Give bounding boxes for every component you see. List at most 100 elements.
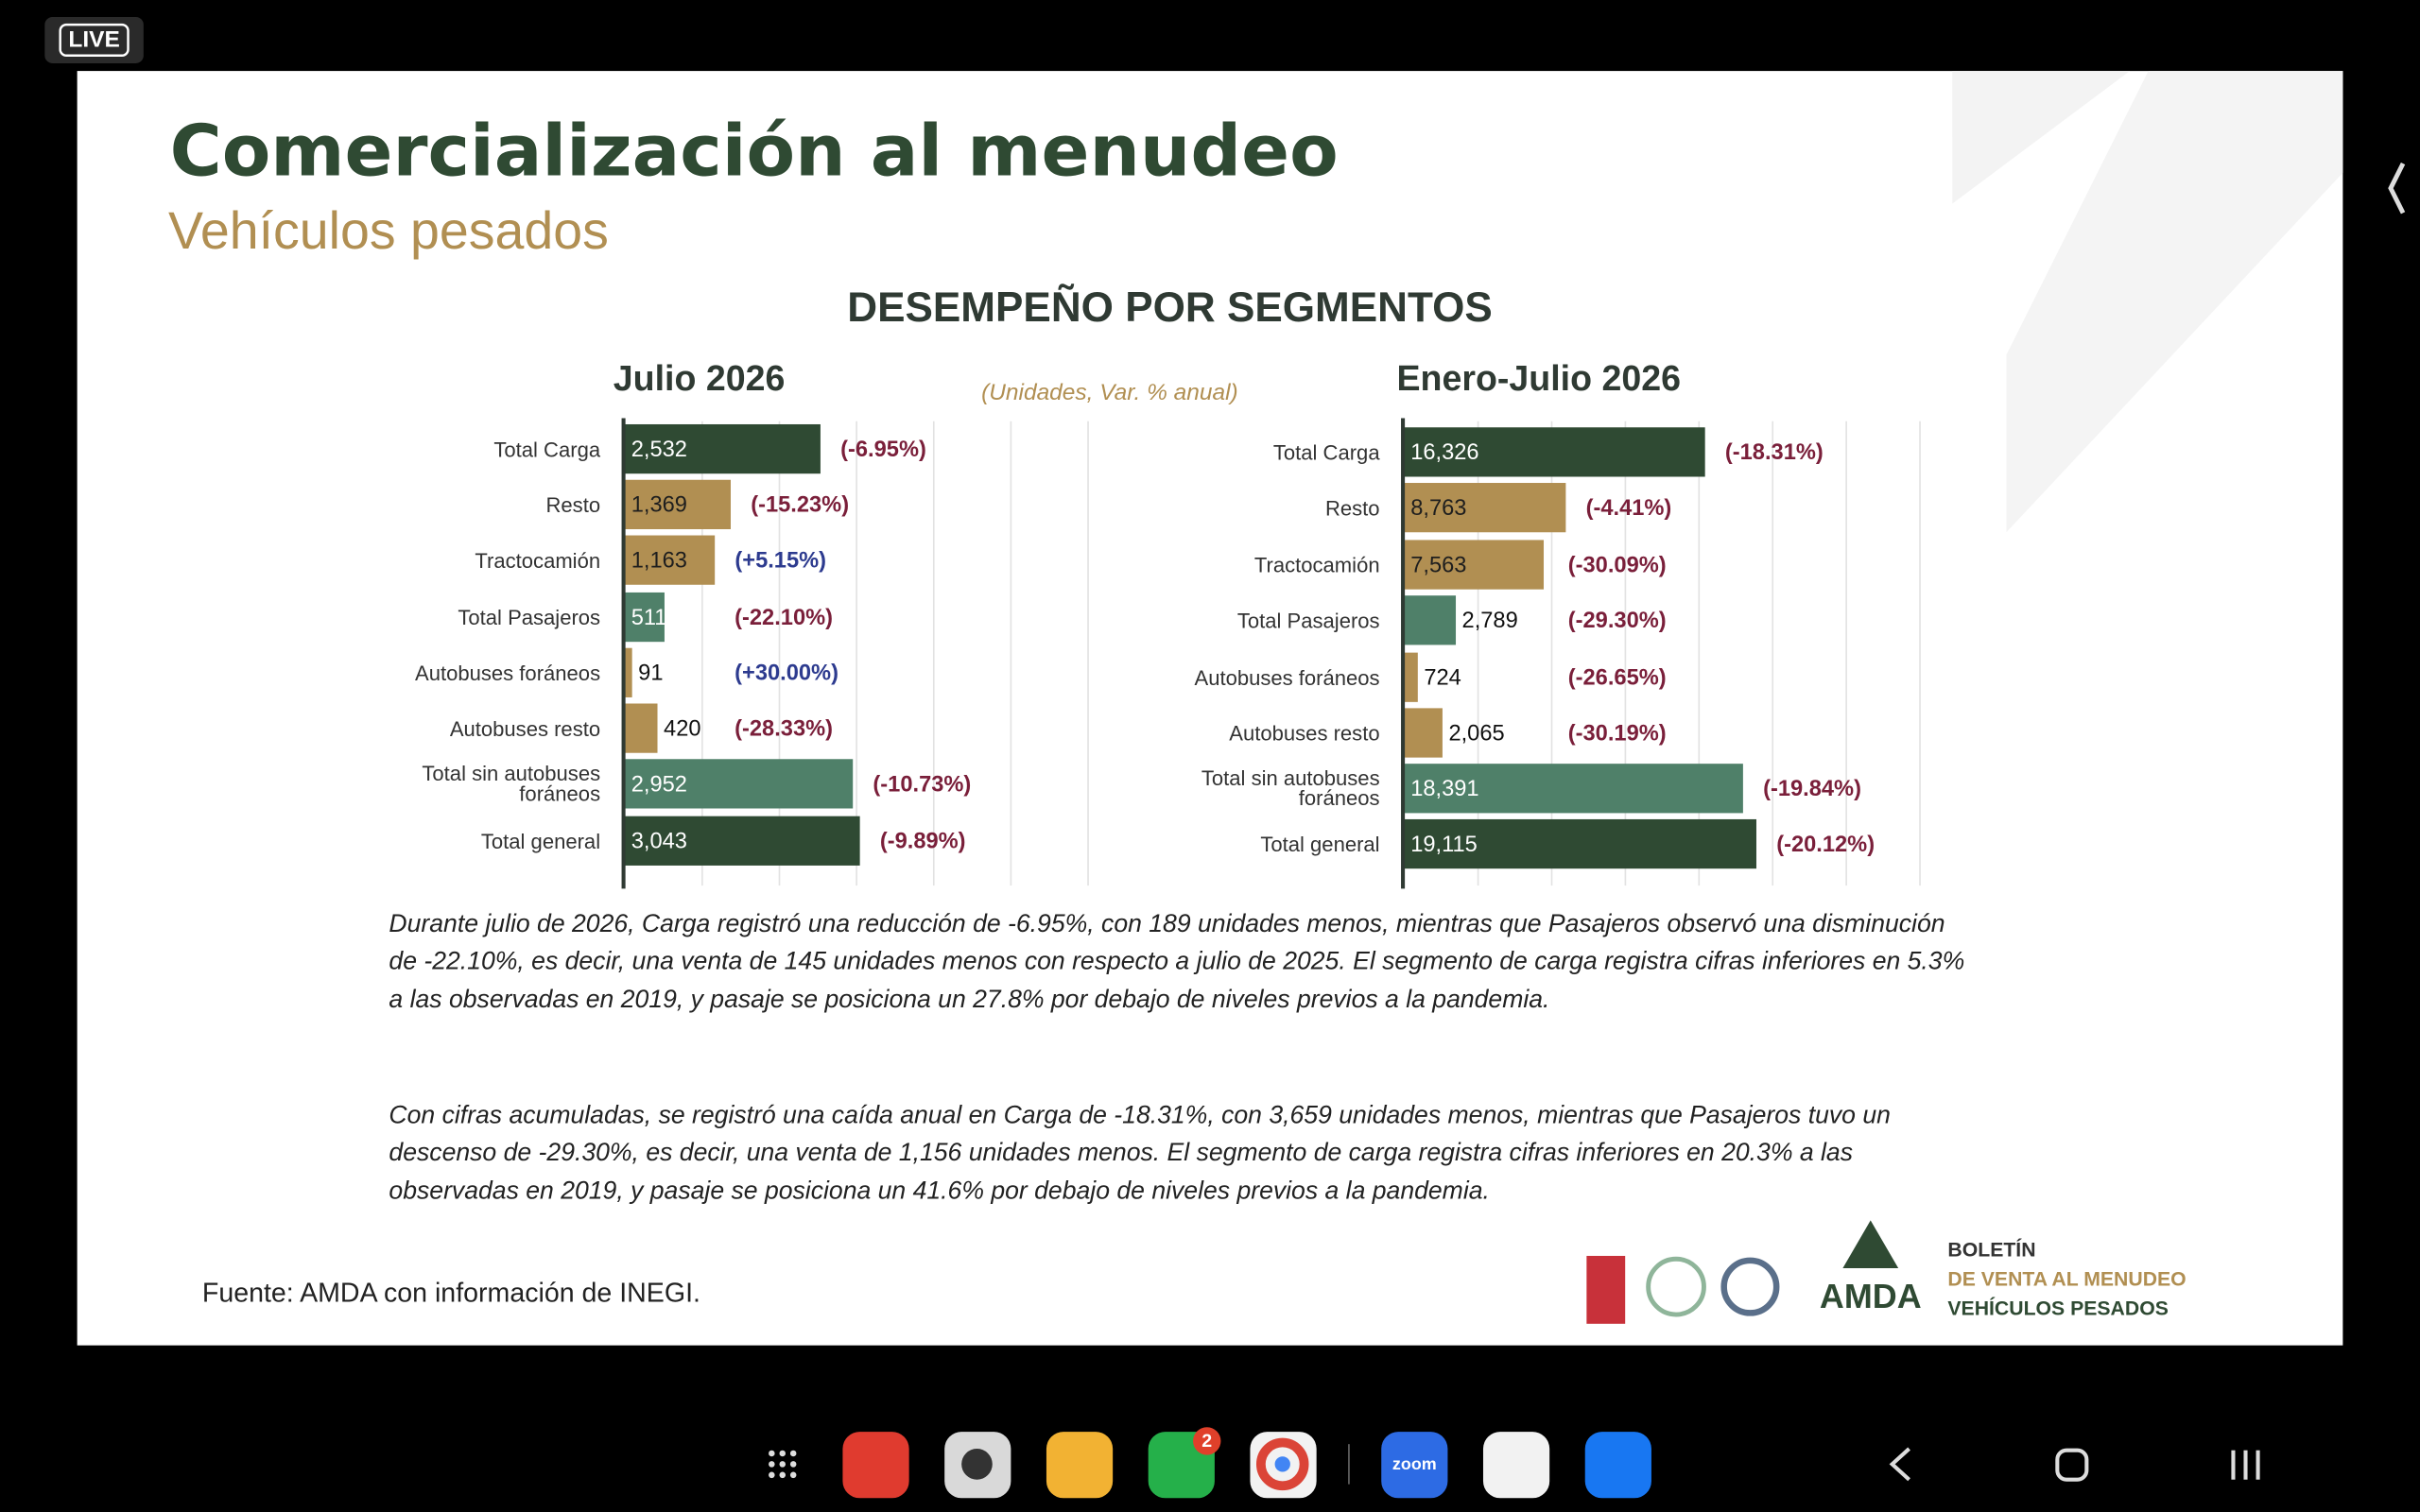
app-icon[interactable] [1381,1432,1448,1499]
category-label: Total Carga [493,437,601,461]
bar [625,703,658,753]
bar [1404,540,1545,590]
notification-count: 2 [1201,1431,1212,1452]
app-icon[interactable] [1584,1432,1651,1499]
category-label: Resto [1324,495,1380,520]
apps-grid[interactable] [769,1450,797,1479]
category-label-box: Total general [1260,832,1380,856]
bar [625,647,632,697]
category-label-box: Resto [546,494,601,515]
category-label-box: Resto [1324,495,1380,520]
bar [625,759,854,809]
decor [2006,71,2343,533]
paragraph-box: Con cifras acumuladas, se registró una c… [389,1101,1891,1205]
value-label: 8,763 [1410,496,1466,521]
change-label: (-15.23%) [751,493,849,518]
chrome-center [1274,1456,1290,1472]
category-label: Total general [1260,832,1380,856]
value-label: 1,369 [631,493,687,518]
nav-recents[interactable] [2231,1450,2260,1480]
value-label: 1,163 [631,549,687,574]
bar [1404,483,1566,533]
category-label-box: Total Carga [493,437,601,461]
section-title: DESEMPEÑO POR SEGMENTOS [847,284,1493,331]
value-label: 724 [1424,666,1461,691]
change-label: (+5.15%) [735,549,826,574]
change-label: (-9.89%) [880,830,966,854]
category-label: Total general [480,829,601,853]
certification-logo [1646,1256,1706,1317]
category-label-box: Total Pasajeros [1237,610,1380,630]
category-label: Total Carga [1272,440,1380,464]
bar [625,479,731,529]
category-label-box: Tractocamión [475,550,600,571]
bar [1404,427,1705,477]
bulletin-line: VEHÍCULOS PESADOS [1947,1297,2168,1320]
nav-back[interactable] [1889,1447,1910,1482]
bar [1404,652,1418,702]
chrome-ring [1255,1437,1309,1491]
camera-lens [961,1449,993,1480]
value-label: 2,532 [631,438,687,462]
change-label: (-4.41%) [1586,496,1672,521]
change-label: (-28.33%) [735,716,833,741]
category-label: Autobuses resto [449,716,601,740]
app-icon[interactable] [1046,1432,1114,1499]
change-label: (-22.10%) [735,606,833,630]
category-label: Total sin autobuses foráneos [422,762,601,806]
app-icon[interactable] [842,1432,909,1499]
category-label: Tractocamión [1253,553,1380,576]
units-note: (Unidades, Var. % anual) [981,380,1238,405]
value-label: 91 [638,662,663,686]
live-badge-bg [44,16,144,63]
category-label-box: Autobuses foráneos [1195,667,1380,688]
amda-logo-mark [1842,1220,1899,1269]
bulletin-line: BOLETÍN [1947,1238,2035,1262]
category-label: Total Pasajeros [458,605,601,629]
app-icon[interactable] [1482,1432,1550,1499]
change-label: (-26.65%) [1568,666,1667,691]
bar [625,423,821,474]
value-label: 511 [631,606,667,630]
change-label: (-30.19%) [1568,721,1667,746]
value-label: 19,115 [1410,833,1478,857]
source: Fuente: AMDA con información de INEGI. [202,1278,700,1308]
paragraph: Con cifras acumuladas, se registró una c… [389,1101,1891,1205]
nav-home[interactable] [2055,1448,2089,1482]
live-badge: LIVE [68,27,119,53]
side-handle[interactable] [2388,162,2406,215]
value-label: 7,563 [1410,553,1466,577]
live-badge-border [59,23,130,57]
change-label: (+30.00%) [735,662,838,686]
category-label-box: Tractocamión [1253,553,1380,576]
bar [625,816,860,866]
slide: Comercialización al menudeo Vehículos pe… [77,71,2343,1346]
value-label: 2,789 [1462,609,1518,633]
paragraph-box: Durante julio de 2026, Carga registró un… [389,910,1965,1013]
category-label-box: Total Carga [1272,440,1380,464]
value-label: 2,952 [631,772,687,797]
value-label: 2,065 [1448,721,1504,746]
category-label-box: Total sin autobuses foráneos [1201,766,1380,811]
value-label: 18,391 [1410,777,1478,801]
bar [1404,595,1457,645]
change-label: (-18.31%) [1725,440,1824,465]
category-label-box: Total general [480,829,601,853]
category-label: Autobuses foráneos [415,661,601,685]
value-label: 420 [664,716,700,741]
certification-logo [1720,1257,1780,1316]
notification-badge [1193,1427,1221,1455]
bar [1404,818,1756,869]
bar [1404,764,1743,814]
chart-title: Julio 2026 [614,358,786,398]
paragraph: Durante julio de 2026, Carga registró un… [389,910,1965,1013]
bar [625,592,665,643]
category-label: Total sin autobuses foráneos [1201,766,1380,811]
category-label-box: Autobuses resto [1229,722,1379,743]
change-label: (-29.30%) [1568,609,1667,633]
change-label: (-10.73%) [873,772,971,797]
slide-bg [77,71,2343,1346]
slide-subtitle: Vehículos pesados [168,201,609,260]
change-label: (-20.12%) [1776,833,1875,857]
